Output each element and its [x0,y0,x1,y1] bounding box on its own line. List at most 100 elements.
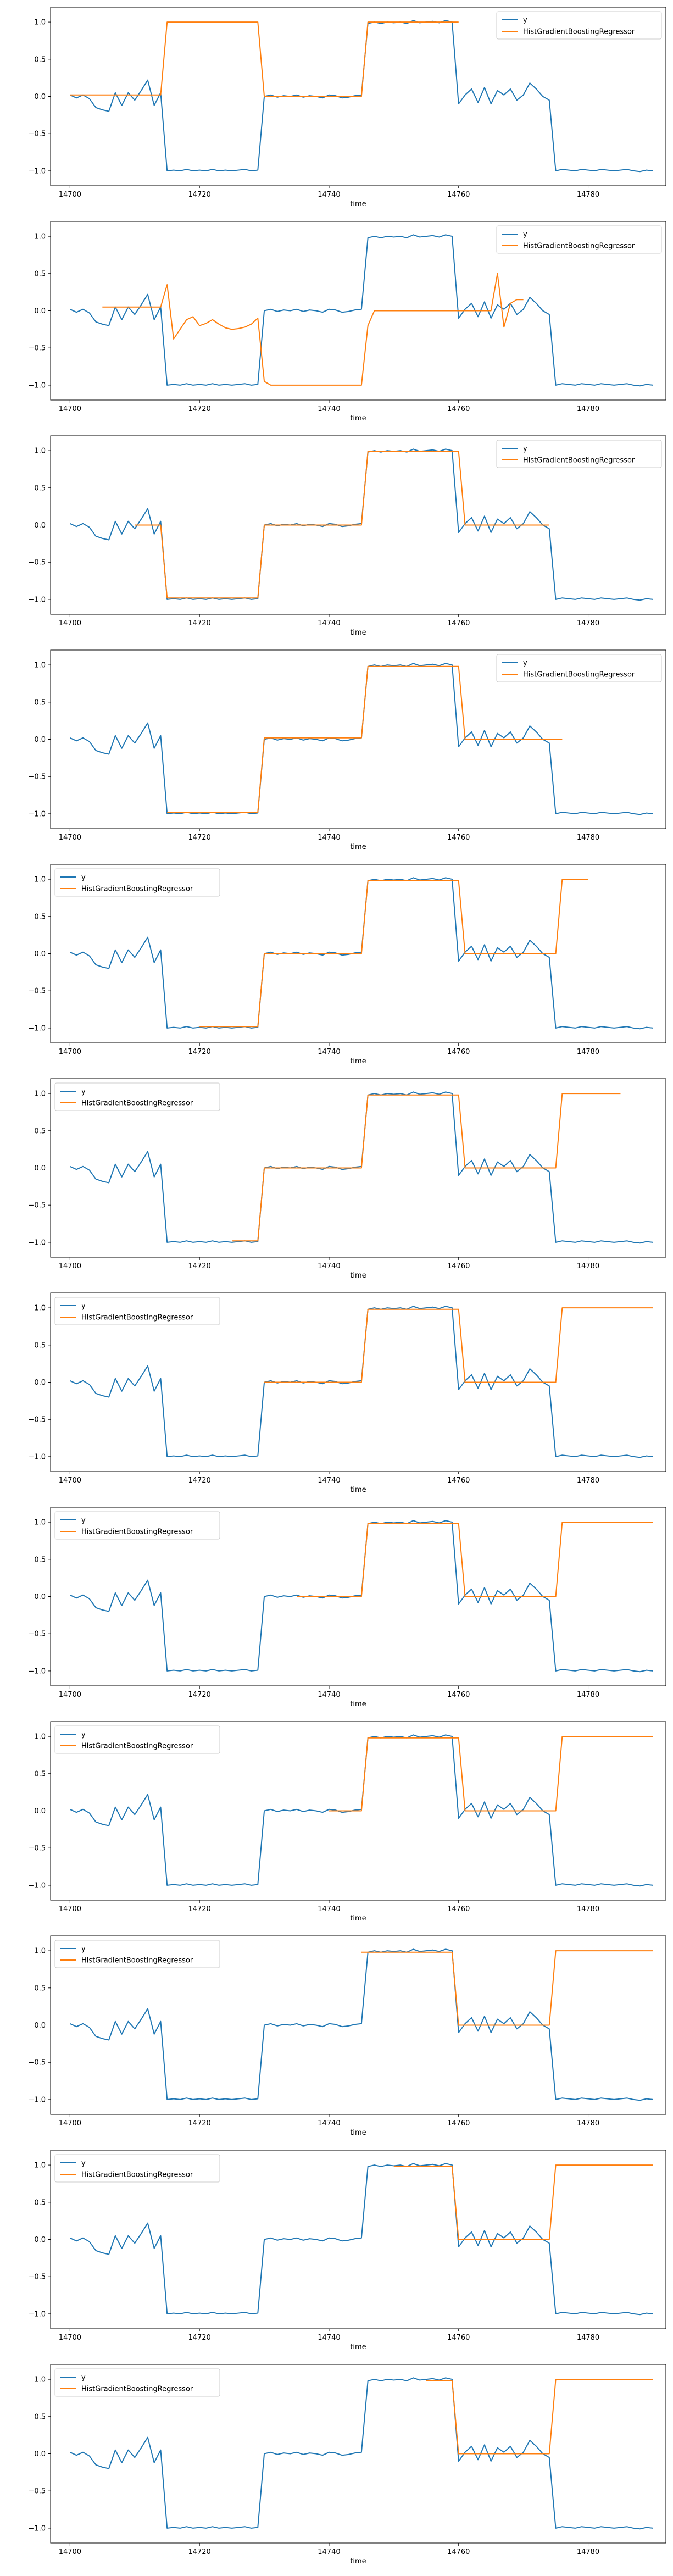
legend-box [54,1940,220,1968]
x-tick-label: 14760 [447,1476,470,1485]
y-tick-label: 0.5 [34,1341,46,1350]
x-tick-label: 14760 [447,1048,470,1056]
x-tick-label: 14780 [577,405,599,413]
y-tick-label: 1.0 [34,1090,46,1098]
x-axis-label: time [350,414,366,423]
y-tick-label: 1.0 [34,233,46,241]
legend: y HistGradientBoostingRegressor [54,1511,220,1540]
y-tick-label: 0.5 [34,1770,46,1778]
y-tick-label: −1.0 [28,2524,46,2533]
legend-box [54,1082,220,1111]
series-line-prediction [329,1736,653,1812]
y-tick-label: 0.0 [34,1807,46,1816]
y-tick-label: 1.0 [34,662,46,670]
legend-box [54,1725,220,1754]
x-tick-label: 14780 [577,834,599,842]
x-tick-label: 14760 [447,191,470,199]
y-tick-label: 1.0 [34,2376,46,2384]
legend-entry-label: HistGradientBoostingRegressor [81,1314,193,1322]
legend-entry-label: HistGradientBoostingRegressor [523,671,635,679]
legend: y HistGradientBoostingRegressor [54,1725,220,1754]
x-tick-label: 14720 [188,619,210,628]
chart-panel-3: 14700 14720 14740 14760 14780 −1.0 −0.5 0.0 0.5 1… [28,435,666,637]
x-tick-label: 14700 [59,1476,81,1485]
y-tick-label: −1.0 [28,2096,46,2104]
legend: y HistGradientBoostingRegressor [54,868,220,897]
x-tick-label: 14760 [447,405,470,413]
y-tick-label: 0.0 [34,2450,46,2458]
y-tick-label: −1.0 [28,1239,46,1247]
y-tick-label: −1.0 [28,1881,46,1890]
x-tick-label: 14780 [577,2119,599,2128]
y-tick-label: −0.5 [28,1630,46,1639]
legend-box [496,654,662,682]
y-tick-label: −0.5 [28,1416,46,1424]
legend: y HistGradientBoostingRegressor [496,11,662,40]
legend-entry-label: y [81,2159,86,2168]
legend-box [496,11,662,40]
legend-box [496,440,662,468]
chart-panel-11: 14700 14720 14740 14760 14780 −1.0 −0.5 0.0 0.5 1… [28,2150,666,2351]
x-axis-label: time [350,1914,366,1923]
legend: y HistGradientBoostingRegressor [496,440,662,468]
x-tick-label: 14720 [188,1262,210,1270]
x-tick-label: 14720 [188,834,210,842]
y-tick-label: 0.0 [34,1379,46,1387]
x-tick-label: 14780 [577,191,599,199]
series-line-prediction [297,1522,653,1597]
legend-entry-label: y [81,1088,86,1096]
y-tick-label: 0.5 [34,1984,46,1992]
series-line-prediction [426,2379,653,2455]
y-tick-label: −1.0 [28,596,46,604]
series-line-prediction [135,451,549,599]
y-tick-label: 1.0 [34,447,46,456]
y-tick-label: 0.0 [34,736,46,744]
y-tick-label: 1.0 [34,1947,46,1956]
x-axis-label: time [350,2557,366,2566]
y-tick-label: −1.0 [28,2310,46,2318]
y-tick-label: 0.5 [34,698,46,707]
legend-entry-label: y [523,659,527,668]
chart-panel-1: 14700 14720 14740 14760 14780 −1.0 −0.5 0.0 0.5 1… [28,7,666,208]
y-tick-label: −1.0 [28,1667,46,1675]
chart-panel-8: 14700 14720 14740 14760 14780 −1.0 −0.5 0.0 0.5 1… [28,1507,666,1708]
x-tick-label: 14700 [59,191,81,199]
y-tick-label: −1.0 [28,1024,46,1032]
series-line-y [69,234,653,387]
series-line-y [69,1948,653,2101]
y-tick-label: −0.5 [28,987,46,996]
x-tick-label: 14720 [188,2119,210,2128]
chart-panel-6: 14700 14720 14740 14760 14780 −1.0 −0.5 0.0 0.5 1… [28,1078,666,1280]
y-tick-label: 0.0 [34,521,46,530]
legend-entry-label: HistGradientBoostingRegressor [81,1100,193,1108]
chart-panel-7: 14700 14720 14740 14760 14780 −1.0 −0.5 0.0 0.5 1… [28,1292,666,1494]
x-tick-label: 14700 [59,834,81,842]
x-tick-label: 14700 [59,2119,81,2128]
x-tick-label: 14740 [318,834,340,842]
series-line-prediction [232,1093,621,1242]
y-tick-label: 0.5 [34,913,46,921]
x-axis-label: time [350,1700,366,1708]
legend-entry-label: y [81,1945,86,1953]
legend: y HistGradientBoostingRegressor [496,225,662,254]
y-tick-label: 0.0 [34,950,46,958]
x-tick-label: 14740 [318,619,340,628]
series-line-prediction [264,1307,653,1383]
y-tick-label: 0.0 [34,1593,46,1601]
x-tick-label: 14720 [188,2548,210,2556]
series-line-y [69,2163,653,2316]
y-tick-label: 1.0 [34,876,46,884]
x-axis-label: time [350,1057,366,1065]
y-tick-label: −0.5 [28,559,46,567]
x-tick-label: 14720 [188,1048,210,1056]
legend-entry-label: y [523,231,527,239]
legend-box [54,868,220,897]
legend-box [54,2154,220,2183]
chart-panel-12: 14700 14720 14740 14760 14780 −1.0 −0.5 0.0 0.5 1… [28,2364,666,2566]
x-tick-label: 14740 [318,1691,340,1699]
series-line-y [69,2377,653,2530]
y-tick-label: 0.5 [34,55,46,64]
y-tick-label: 0.5 [34,484,46,492]
legend-entry-label: y [81,1517,86,1525]
legend-entry-label: y [81,874,86,882]
